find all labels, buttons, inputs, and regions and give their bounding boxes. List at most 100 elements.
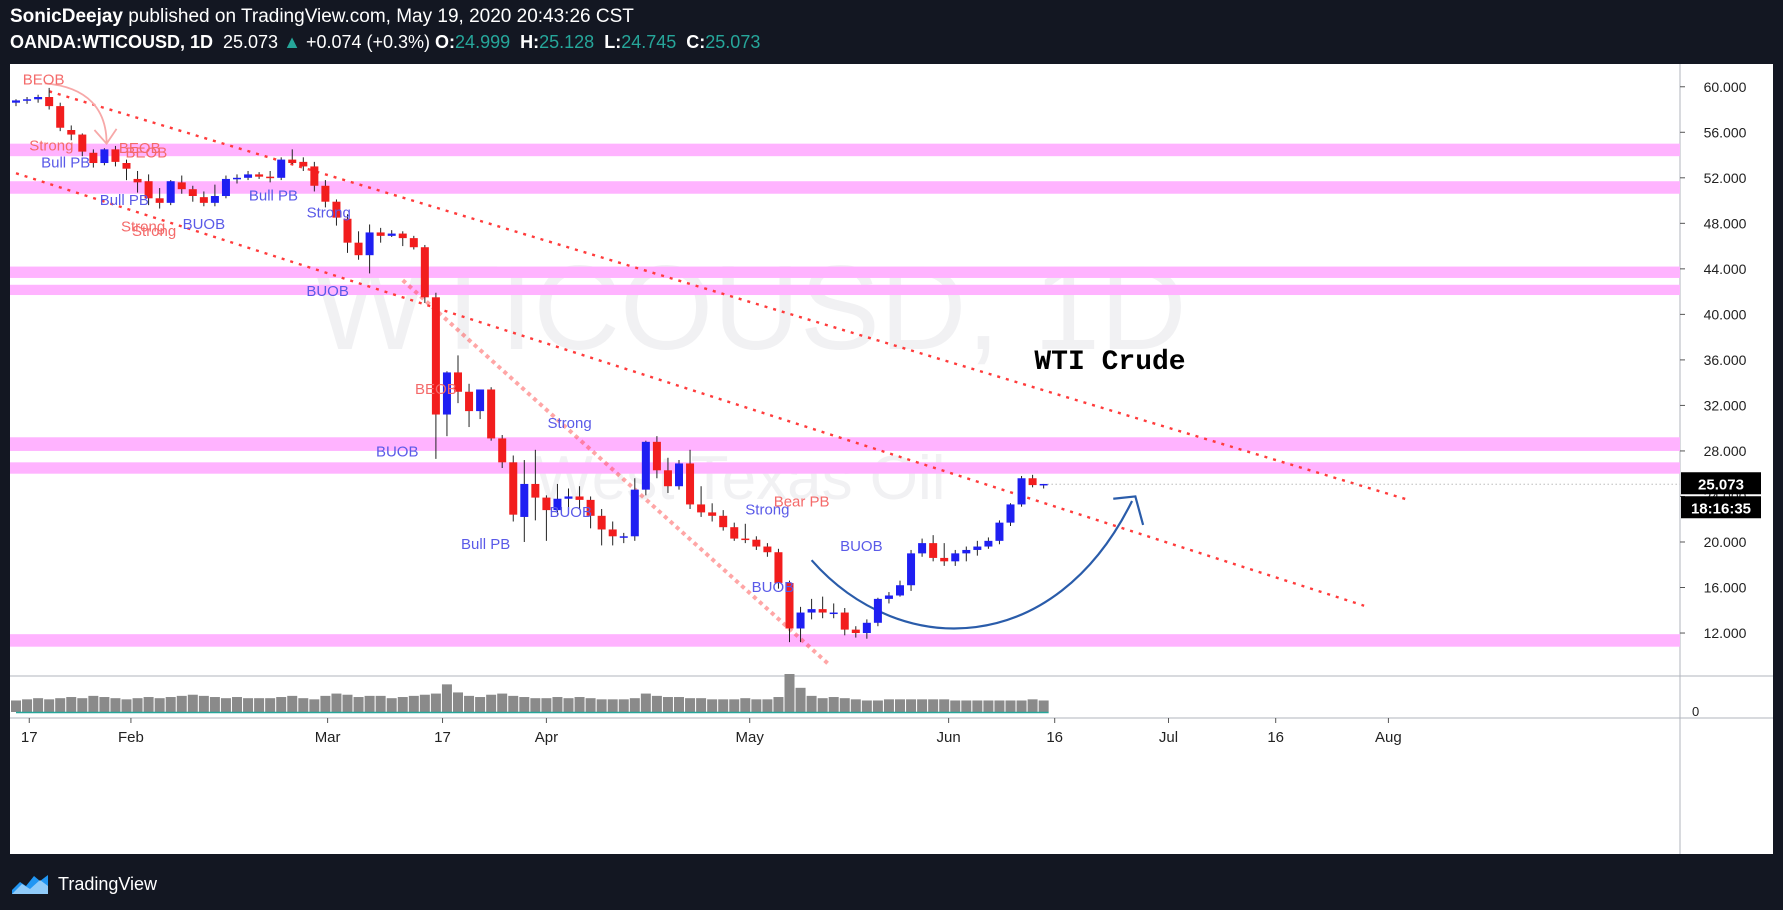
volume-bar bbox=[828, 697, 839, 712]
volume-bar bbox=[917, 699, 928, 712]
volume-bar bbox=[740, 698, 751, 712]
volume-bar bbox=[629, 698, 640, 712]
pink-arrow-head-icon bbox=[93, 128, 118, 146]
candle-body bbox=[829, 612, 838, 615]
volume-bar bbox=[574, 697, 585, 712]
volume-bar bbox=[176, 695, 187, 712]
x-tick-label: Aug bbox=[1375, 729, 1402, 746]
volume-bar bbox=[143, 697, 154, 712]
volume-bar bbox=[872, 700, 883, 712]
y-tick-label: 20.000 bbox=[1704, 534, 1747, 550]
y-tick-label: 32.000 bbox=[1704, 397, 1747, 413]
volume-bar bbox=[55, 698, 66, 712]
candle-body bbox=[354, 242, 363, 256]
volume-bar bbox=[1027, 699, 1038, 712]
author-name[interactable]: SonicDeejay bbox=[10, 6, 123, 27]
annotation-label: Bear PB bbox=[774, 494, 830, 511]
last-price: 25.073 bbox=[223, 32, 279, 52]
volume-bar bbox=[640, 693, 651, 712]
candles-group bbox=[12, 87, 1048, 643]
volume-bar bbox=[441, 684, 452, 712]
volume-bar bbox=[66, 697, 77, 712]
volume-bar bbox=[983, 700, 994, 712]
volume-bar bbox=[430, 693, 441, 712]
low-value: 24.745 bbox=[621, 32, 677, 52]
candle-body bbox=[973, 546, 982, 550]
annotation-label: BUOB bbox=[752, 579, 795, 596]
volume-bar bbox=[950, 700, 961, 712]
candle-body bbox=[166, 181, 175, 203]
candle-body bbox=[1028, 478, 1037, 486]
volume-group bbox=[11, 674, 1049, 712]
footer-brand[interactable]: TradingView bbox=[58, 873, 158, 894]
annotation-label: BEOB bbox=[126, 144, 168, 161]
volume-bar bbox=[784, 674, 795, 712]
volume-bar bbox=[1016, 700, 1027, 712]
candle-body bbox=[288, 159, 297, 164]
candle-body bbox=[310, 166, 319, 186]
volume-bar bbox=[209, 697, 220, 712]
volume-bar bbox=[408, 695, 419, 712]
candle-body bbox=[1039, 483, 1048, 486]
candle-body bbox=[708, 512, 717, 516]
volume-bar bbox=[895, 699, 905, 712]
x-tick-label: 16 bbox=[1267, 729, 1284, 746]
publish-line: SonicDeejay published on TradingView.com… bbox=[10, 6, 634, 28]
candle-body bbox=[896, 585, 904, 596]
annotation-label: BEOB bbox=[23, 71, 65, 88]
volume-bar bbox=[386, 698, 397, 712]
volume-bar bbox=[397, 697, 408, 712]
volume-bar bbox=[265, 698, 276, 712]
y-tick-label: 56.000 bbox=[1704, 124, 1747, 140]
volume-bar bbox=[685, 698, 696, 712]
candle-body bbox=[697, 504, 706, 513]
y-tick-label: 48.000 bbox=[1704, 215, 1747, 231]
candle-body bbox=[498, 438, 507, 463]
candle-body bbox=[984, 540, 993, 547]
y-tick-label: 12.000 bbox=[1704, 625, 1747, 641]
pink-arrow bbox=[44, 82, 108, 144]
volume-bar bbox=[1005, 700, 1016, 712]
x-tick-label: May bbox=[736, 729, 765, 746]
candle-body bbox=[597, 515, 606, 530]
chart-area[interactable]: WTICOUSD, 1D West Texas Oil BEOB Strong Bull… bbox=[10, 64, 1773, 854]
candle-body bbox=[12, 100, 20, 103]
annotation-label: Strong bbox=[745, 502, 789, 519]
volume-bar bbox=[718, 699, 729, 712]
high-value: 25.128 bbox=[539, 32, 595, 52]
x-tick-label: Jul bbox=[1159, 729, 1178, 746]
candle-body bbox=[210, 196, 219, 203]
watermark-symbol: WTICOUSD, 1D bbox=[313, 241, 1186, 375]
candle-body bbox=[774, 552, 783, 583]
trend-line-0 bbox=[48, 90, 1409, 502]
candle-body bbox=[23, 99, 32, 101]
annotation-label: BUOB bbox=[376, 444, 419, 461]
volume-bar bbox=[939, 699, 950, 712]
volume-bar bbox=[77, 698, 88, 712]
candle-body bbox=[321, 185, 330, 202]
countdown-tag bbox=[1681, 496, 1761, 519]
zone-band-6 bbox=[10, 634, 1680, 647]
candle-body bbox=[1017, 478, 1026, 505]
volume-bar bbox=[541, 698, 552, 712]
close-value: 25.073 bbox=[705, 32, 761, 52]
candle-body bbox=[78, 134, 87, 152]
volume-bar bbox=[375, 695, 386, 712]
y-tick-label: 60.000 bbox=[1704, 79, 1747, 95]
volume-bar bbox=[464, 695, 475, 712]
arrow-head-icon bbox=[1113, 495, 1145, 526]
volume-bar bbox=[486, 694, 497, 712]
candle-body bbox=[111, 149, 120, 162]
volume-bar bbox=[309, 699, 320, 712]
volume-bar bbox=[220, 698, 231, 712]
annotation-label: Strong bbox=[307, 205, 351, 222]
candle-body bbox=[630, 489, 639, 537]
annotation-label: Strong bbox=[29, 137, 73, 154]
candle-body bbox=[244, 174, 253, 178]
candle-body bbox=[873, 598, 882, 623]
candle-body bbox=[177, 182, 186, 190]
volume-bar bbox=[497, 693, 508, 712]
candle-body bbox=[56, 106, 65, 128]
candle-body bbox=[1006, 504, 1015, 523]
